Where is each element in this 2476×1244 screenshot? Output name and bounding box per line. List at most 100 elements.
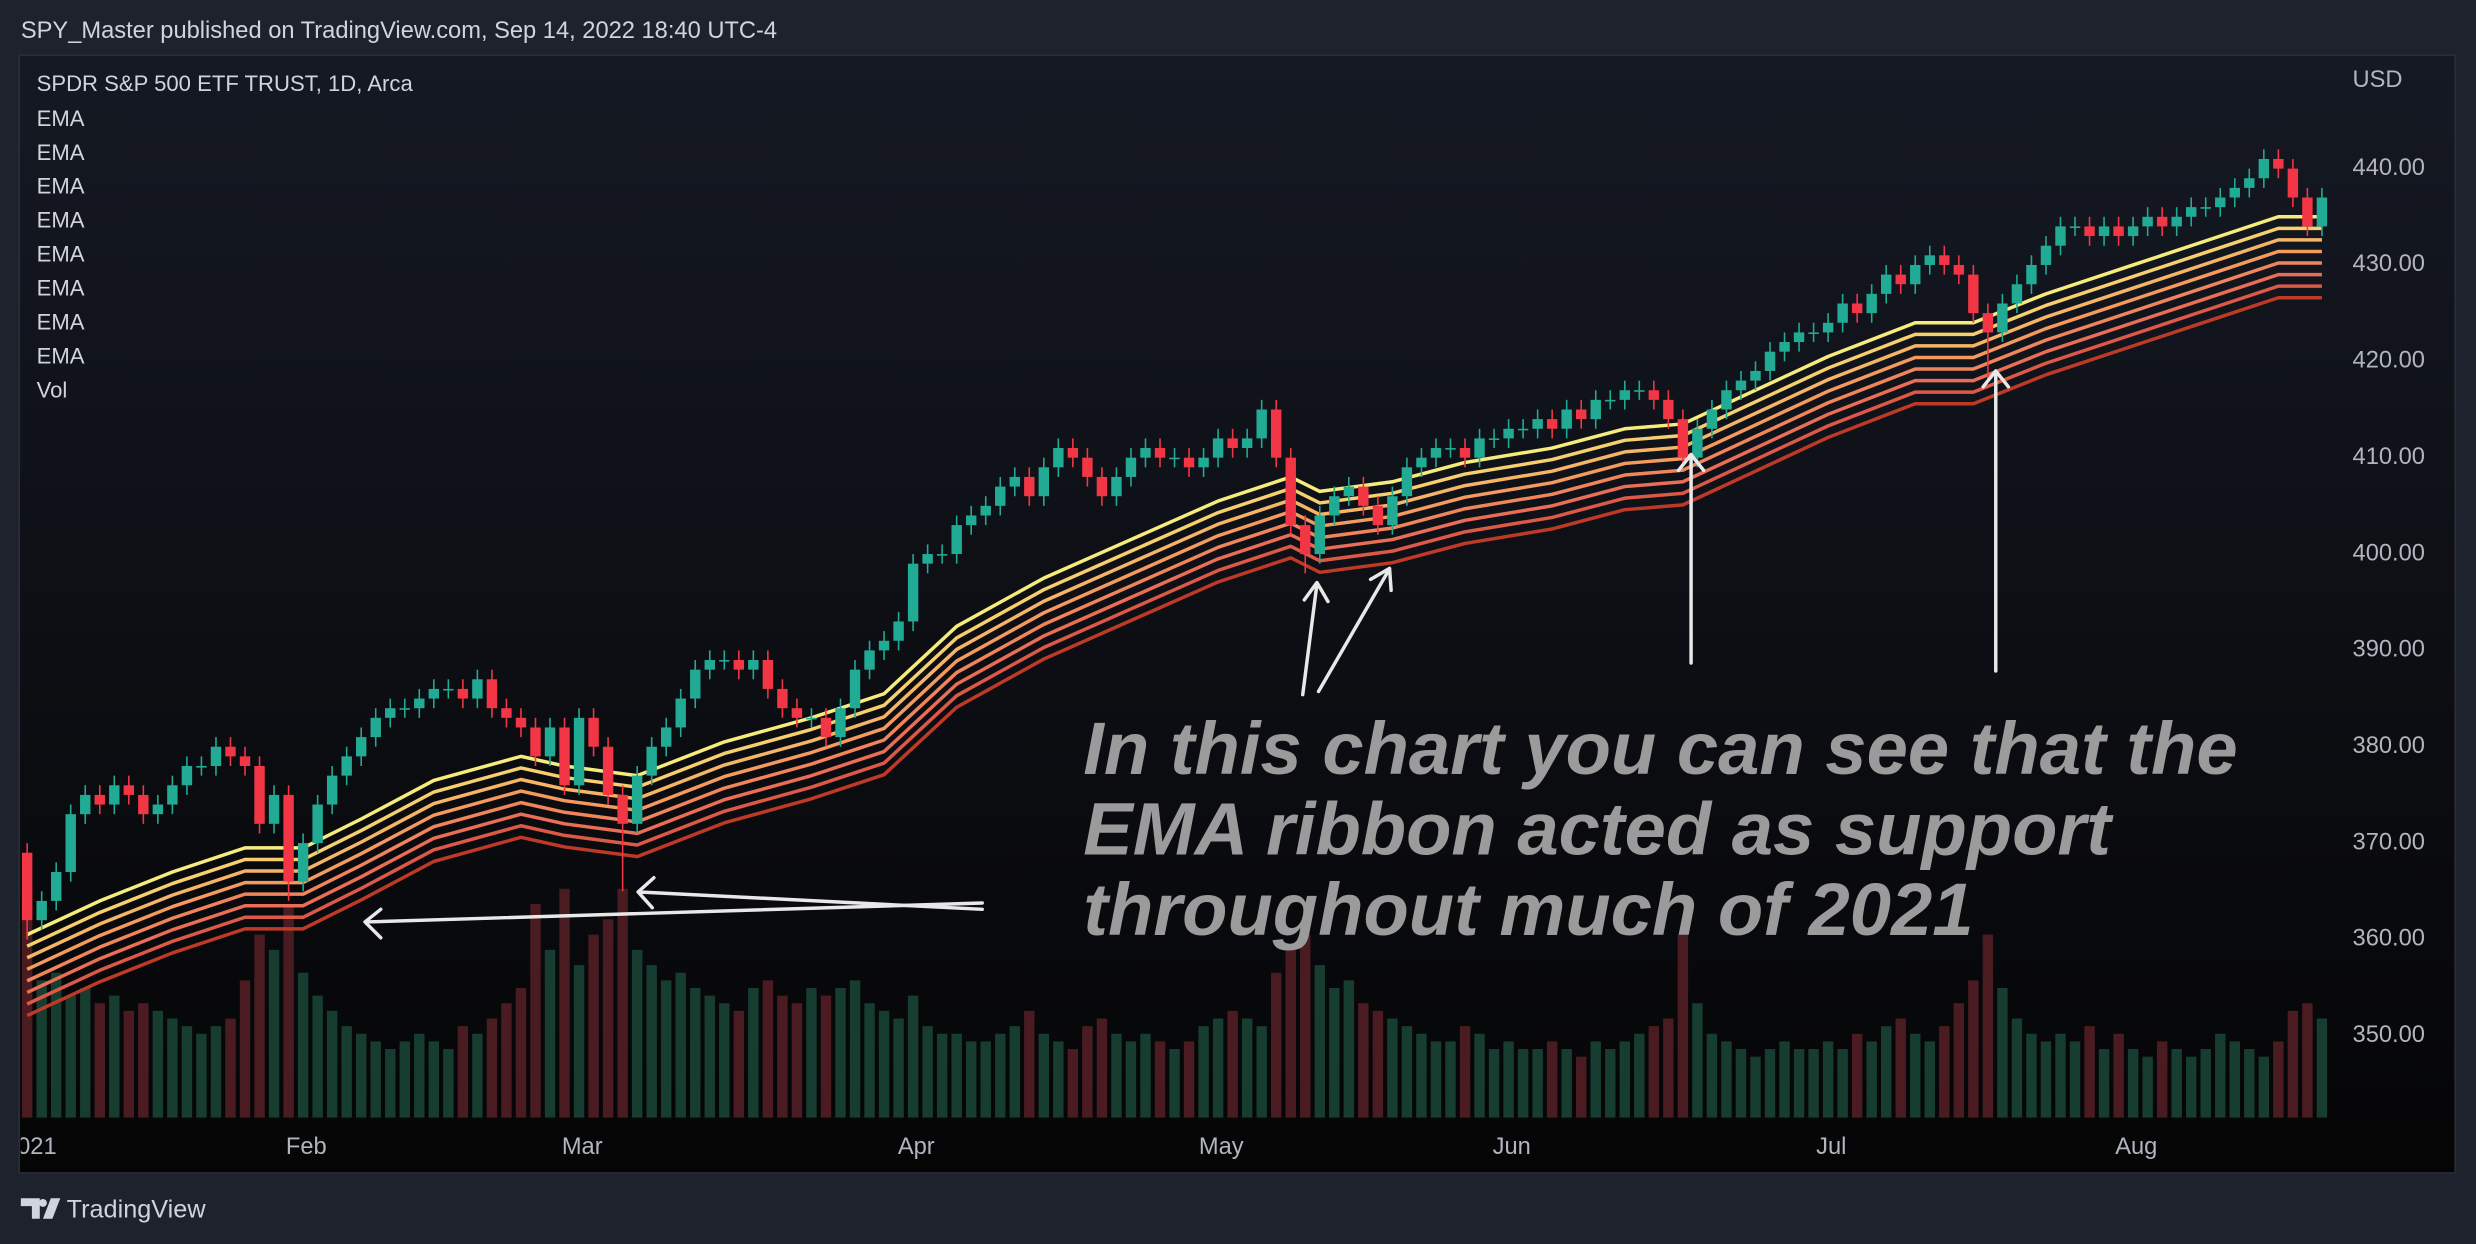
- arrow: [1981, 369, 2011, 673]
- volume-bar: [631, 949, 643, 1118]
- volume-bar: [806, 987, 817, 1118]
- y-tick-label: 420.00: [2353, 348, 2425, 374]
- volume-bar: [2316, 1018, 2328, 1118]
- candle-body: [965, 515, 977, 526]
- candle-body: [1546, 419, 1558, 429]
- candle-body: [1227, 438, 1238, 449]
- volume-bar: [922, 1026, 933, 1118]
- volume-bar: [1270, 972, 1282, 1118]
- candle-body: [806, 717, 817, 720]
- ema-line: [26, 261, 2322, 983]
- volume-bar: [951, 1033, 962, 1118]
- volume-bar: [2113, 1033, 2124, 1118]
- volume-bar: [2084, 1026, 2095, 1118]
- candle-body: [2156, 216, 2168, 227]
- brand-logo: [20, 1198, 61, 1219]
- candle-body: [602, 746, 614, 795]
- volume-layer: [21, 888, 2328, 1118]
- candle-body: [2127, 226, 2139, 237]
- candle-body: [1096, 476, 1108, 497]
- candle-body: [2084, 226, 2095, 237]
- candle-body: [1169, 457, 1180, 460]
- volume-bar: [602, 919, 614, 1118]
- volume-bar: [995, 1033, 1006, 1118]
- candle-body: [1445, 448, 1456, 450]
- volume-bar: [94, 1003, 105, 1118]
- volume-bar: [2185, 1056, 2197, 1118]
- volume-bar: [660, 980, 672, 1118]
- volume-bar: [1605, 1049, 1616, 1118]
- candle-body: [355, 737, 367, 757]
- volume-bar: [530, 904, 541, 1118]
- volume-bar: [355, 1033, 367, 1118]
- candle-body: [1038, 467, 1050, 497]
- volume-bar: [225, 1018, 236, 1118]
- candle-body: [1793, 332, 1805, 343]
- legend-entry: Vol: [37, 377, 68, 402]
- volume-bar: [1706, 1033, 1718, 1118]
- y-tick-label: 370.00: [2353, 829, 2425, 855]
- volume-bar: [1910, 1033, 1921, 1118]
- brand: TradingView: [20, 1196, 206, 1224]
- candle-body: [849, 669, 861, 709]
- candle-body: [1488, 438, 1500, 440]
- y-tick-label: 390.00: [2353, 637, 2425, 663]
- candle-body: [326, 775, 338, 805]
- candle-body: [2316, 197, 2328, 227]
- x-tick-label: May: [1199, 1134, 1244, 1160]
- y-tick-label: 410.00: [2353, 444, 2425, 470]
- volume-bar: [762, 980, 774, 1118]
- volume-bar: [36, 980, 47, 1118]
- candle-body: [1198, 457, 1209, 468]
- annotation-line: throughout much of 2021: [1083, 868, 1973, 951]
- candle-body: [341, 756, 352, 776]
- legend-entry: EMA: [37, 343, 85, 368]
- candle-body: [1561, 409, 1572, 429]
- candle-layer: [21, 149, 2328, 940]
- arrow: [1676, 452, 1706, 665]
- candle-body: [617, 794, 628, 824]
- volume-bar: [2171, 1049, 2182, 1118]
- volume-bar: [297, 972, 309, 1118]
- volume-bar: [1227, 1010, 1238, 1118]
- volume-bar: [1082, 1026, 1093, 1118]
- arrow: [363, 901, 984, 940]
- volume-bar: [1038, 1033, 1050, 1118]
- candle-body: [36, 900, 47, 921]
- candle-body: [1706, 409, 1718, 429]
- candle-body: [1024, 476, 1035, 497]
- candle-body: [1329, 496, 1340, 516]
- volume-bar: [748, 987, 759, 1118]
- candle-body: [2026, 264, 2037, 285]
- candle-body: [385, 708, 396, 718]
- volume-bar: [1750, 1056, 1761, 1118]
- volume-bar: [544, 949, 556, 1118]
- volume-bar: [2040, 1041, 2052, 1118]
- candle-body: [2302, 197, 2313, 227]
- candle-body: [936, 554, 948, 556]
- legend-entry: EMA: [37, 208, 85, 233]
- candle-body: [1808, 332, 1819, 334]
- candle-body: [1735, 380, 1747, 391]
- volume-bar: [2244, 1049, 2255, 1118]
- volume-bar: [2287, 1010, 2299, 1118]
- candle-body: [2113, 226, 2124, 237]
- x-tick-label: Mar: [562, 1134, 603, 1160]
- volume-bar: [515, 987, 527, 1118]
- volume-bar: [1111, 1033, 1122, 1118]
- candle-body: [791, 708, 803, 718]
- volume-bar: [1939, 1026, 1950, 1118]
- volume-bar: [1125, 1041, 1137, 1118]
- volume-bar: [965, 1041, 977, 1118]
- volume-bar: [80, 987, 91, 1118]
- candle-body: [2098, 226, 2110, 237]
- candle-body: [864, 650, 875, 670]
- volume-bar: [1968, 980, 1979, 1118]
- volume-bar: [1779, 1041, 1790, 1118]
- candle-body: [1009, 476, 1020, 487]
- volume-bar: [878, 1010, 890, 1118]
- candle-body: [922, 554, 933, 564]
- ema-line: [26, 272, 2322, 995]
- candle-body: [225, 746, 236, 757]
